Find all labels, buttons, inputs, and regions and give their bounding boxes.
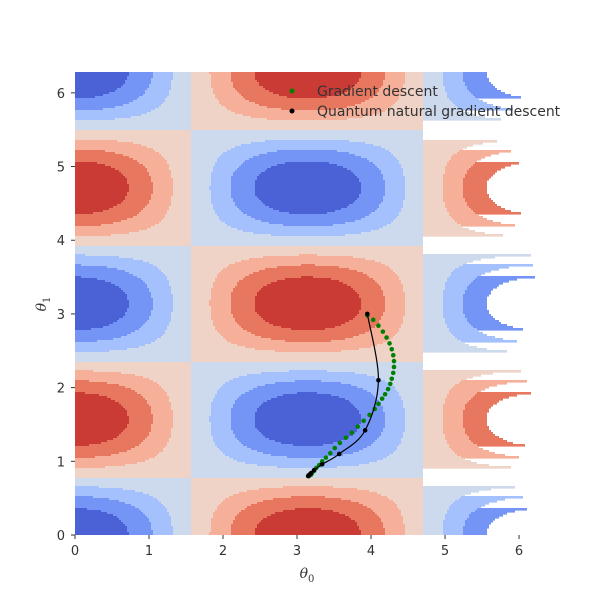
data-point-gradient-descent — [343, 435, 349, 441]
data-point-gradient-descent — [370, 317, 376, 323]
series-layer — [305, 311, 397, 479]
legend-label-quantum-natural-gradient: Quantum natural gradient descent — [317, 104, 561, 120]
data-point-gradient-descent — [349, 430, 355, 435]
y-tick-label: 5 — [57, 161, 65, 176]
data-point-gradient-descent — [367, 412, 372, 418]
data-point-gradient-descent — [387, 341, 392, 346]
data-point-gradient-descent — [376, 323, 381, 329]
data-point-gradient-descent — [323, 455, 329, 460]
series-quantum-natural-gradient-descent — [305, 311, 381, 479]
data-point-gradient-descent — [328, 450, 333, 456]
data-point-gradient-descent — [376, 401, 381, 407]
y-tick-label: 3 — [57, 308, 65, 323]
data-point-gradient-descent — [361, 418, 366, 424]
x-tick-label: 6 — [515, 544, 523, 559]
data-point-quantum-natural-gradient-descent — [311, 467, 317, 473]
data-point-quantum-natural-gradient-descent — [362, 428, 368, 433]
data-point-gradient-descent — [379, 396, 385, 401]
y-tick-label: 0 — [57, 529, 65, 544]
x-tick-label: 5 — [441, 544, 449, 559]
x-axis-label: θ0 — [300, 566, 315, 585]
x-tick-label: 2 — [219, 544, 227, 559]
data-point-gradient-descent — [387, 381, 393, 387]
data-point-gradient-descent — [391, 364, 397, 370]
y-axis-ticks: 0 1 2 3 4 5 6 — [57, 87, 75, 544]
legend-marker-quantum-natural-gradient — [289, 108, 295, 114]
data-point-quantum-natural-gradient-descent — [365, 311, 370, 317]
legend-marker-gradient-descent — [289, 88, 295, 94]
legend-label-gradient-descent: Gradient descent — [317, 84, 438, 100]
y-tick-label: 4 — [57, 234, 65, 249]
y-tick-label: 2 — [57, 382, 65, 397]
data-point-gradient-descent — [389, 346, 395, 352]
data-point-quantum-natural-gradient-descent — [376, 377, 381, 383]
data-point-gradient-descent — [382, 391, 388, 397]
data-point-gradient-descent — [332, 445, 338, 451]
data-point-gradient-descent — [390, 370, 396, 376]
data-point-gradient-descent — [355, 424, 361, 429]
data-point-gradient-descent — [391, 358, 397, 364]
x-axis-ticks: 0 1 2 3 4 5 6 — [71, 535, 523, 559]
x-tick-label: 4 — [367, 544, 375, 559]
y-tick-label: 1 — [57, 455, 65, 470]
data-point-gradient-descent — [389, 376, 395, 382]
y-tick-label: 6 — [57, 87, 65, 102]
data-point-gradient-descent — [384, 335, 389, 340]
x-tick-label: 3 — [293, 544, 301, 559]
data-point-quantum-natural-gradient-descent — [319, 461, 325, 467]
legend: Gradient descent Quantum natural gradien… — [289, 84, 561, 120]
data-point-quantum-natural-gradient-descent — [336, 451, 342, 457]
y-axis-label: θ1 — [34, 297, 53, 312]
data-point-gradient-descent — [385, 386, 391, 392]
data-point-gradient-descent — [337, 440, 343, 446]
data-point-gradient-descent — [380, 329, 386, 334]
x-tick-label: 1 — [145, 544, 153, 559]
data-point-gradient-descent — [390, 352, 396, 358]
contour-field — [75, 72, 535, 535]
data-point-quantum-natural-gradient-descent — [305, 473, 311, 479]
x-tick-label: 0 — [71, 544, 79, 559]
